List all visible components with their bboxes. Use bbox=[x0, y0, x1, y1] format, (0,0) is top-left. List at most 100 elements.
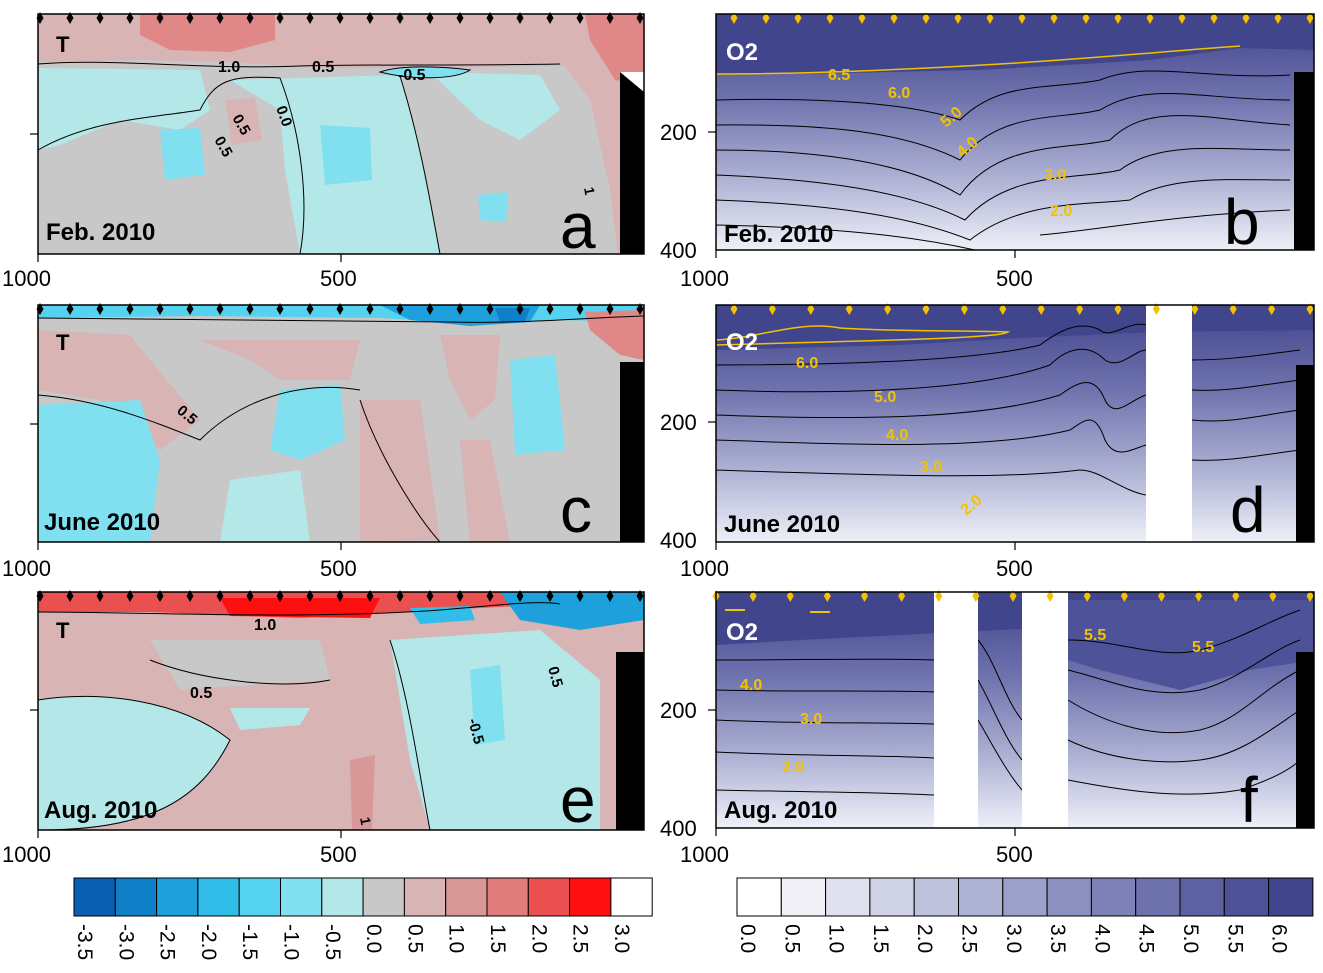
oxygen-colorbar-label: 6.0 bbox=[1268, 924, 1291, 953]
panel-b-seafloor bbox=[1294, 72, 1314, 250]
panel-a-station-marker bbox=[486, 12, 494, 24]
panel-b-contour-3 bbox=[715, 115, 1291, 196]
panel-a-station-marker bbox=[366, 12, 374, 24]
panel-f: 5.5 5.5 4.0 3.0 2.0 O2 Aug. 2010 f bbox=[712, 590, 1315, 836]
oxygen-colorbar-swatch bbox=[1002, 877, 1048, 917]
panel-c-xlabel-1000: 1000 bbox=[2, 556, 51, 581]
panel-d-contour-label-1: 6.0 bbox=[796, 355, 818, 372]
panel-a-cool-left bbox=[38, 68, 210, 150]
panel-c-warm-left bbox=[38, 330, 200, 450]
panel-e-contour-1 bbox=[37, 602, 561, 616]
panel-a-contour-3 bbox=[399, 75, 441, 255]
panel-f-right-deep-blue bbox=[1068, 600, 1314, 690]
oxygen-colorbar-label: 0.0 bbox=[736, 924, 759, 953]
oxygen-colorbar-label: 2.0 bbox=[913, 924, 936, 953]
panel-d-contour-label-2: 5.0 bbox=[874, 389, 896, 406]
temperature-colorbar-label: 0.0 bbox=[362, 924, 385, 953]
temperature-colorbar-label: 1.0 bbox=[445, 924, 468, 953]
oxygen-colorbar-swatch bbox=[1223, 877, 1270, 917]
panel-e-contour-label-2: 0.5 bbox=[190, 685, 212, 702]
panel-f-data-gap-2 bbox=[1022, 592, 1068, 828]
panel-d-station-marker bbox=[999, 303, 1007, 315]
panel-c-warm-corner bbox=[585, 310, 644, 360]
panel-a-letter: a bbox=[560, 190, 596, 262]
temperature-colorbar-swatch bbox=[197, 877, 240, 917]
panel-d-station-marker bbox=[807, 303, 815, 315]
panel-f-contour-label-1: 5.5 bbox=[1084, 627, 1106, 644]
panel-b-station-marker bbox=[1178, 12, 1186, 24]
panel-c-variable: T bbox=[56, 330, 70, 355]
panel-f-station-marker bbox=[1269, 590, 1277, 602]
panel-e-station-marker bbox=[516, 590, 524, 602]
panel-b-station-marker bbox=[1146, 12, 1154, 24]
panel-b-station-marker bbox=[922, 12, 930, 24]
panel-a-contour-4 bbox=[378, 66, 472, 79]
panel-f-station-marker bbox=[786, 590, 794, 602]
panel-d-ylabel-400: 400 bbox=[660, 528, 697, 553]
panel-b-contour-65 bbox=[715, 45, 1241, 75]
panel-f-contours-left bbox=[715, 658, 935, 796]
panel-f-contour-label-3: 4.0 bbox=[740, 677, 762, 694]
panel-d-station-marker bbox=[1229, 303, 1237, 315]
panel-b-station-marker bbox=[1210, 12, 1218, 24]
panel-e-station-marker bbox=[546, 590, 554, 602]
panel-f-station-marker bbox=[1158, 590, 1165, 602]
oxygen-colorbar-label: 5.5 bbox=[1223, 924, 1246, 953]
panel-a-station-marker bbox=[96, 12, 104, 24]
panel-c-cool-bottom bbox=[220, 470, 310, 542]
panel-b-station-marker bbox=[1242, 12, 1250, 24]
panel-e-contour-4 bbox=[149, 659, 331, 685]
panel-f-xlabel-1000: 1000 bbox=[680, 842, 729, 867]
panel-c-seafloor bbox=[620, 362, 644, 542]
panel-d-variable: O2 bbox=[726, 329, 758, 356]
panel-c-station-marker bbox=[606, 303, 614, 315]
oxygen-colorbar-swatch bbox=[736, 877, 782, 917]
panel-a-station-marker bbox=[636, 12, 644, 24]
temperature-colorbar-swatch bbox=[114, 877, 158, 917]
panel-d-letter: d bbox=[1230, 474, 1266, 546]
panel-a-contour-label-3: -0.5 bbox=[398, 67, 426, 84]
panel-b-contour-label-6: 2.0 bbox=[1050, 203, 1072, 220]
panel-d-contour-label-3: 4.0 bbox=[886, 427, 908, 444]
panel-e-station-marker bbox=[636, 590, 644, 602]
oxygen-colorbar-swatch bbox=[780, 877, 827, 917]
panel-d-station-marker bbox=[1191, 303, 1199, 315]
panel-b-contour-1 bbox=[715, 70, 1291, 121]
panel-d-station-marker bbox=[1114, 303, 1122, 315]
panel-e-cool-left bbox=[38, 696, 230, 830]
panel-a-station-marker bbox=[216, 12, 224, 24]
panel-f-contours-right bbox=[1067, 609, 1301, 795]
panel-e-station-marker bbox=[216, 590, 224, 602]
panel-d-station-marker bbox=[1268, 303, 1276, 315]
panel-d-contour-right bbox=[1191, 349, 1301, 461]
panel-a-station-marker bbox=[306, 12, 314, 24]
panel-a-cold-patch-1 bbox=[160, 128, 205, 180]
panel-b-station-marker bbox=[730, 12, 738, 24]
panel-b-contour-6 bbox=[715, 209, 1291, 251]
panel-e-station-marker bbox=[396, 590, 404, 602]
oxygen-colorbar-swatch bbox=[1268, 877, 1314, 917]
panel-c-station-marker bbox=[426, 303, 434, 315]
panel-c-warm-band bbox=[200, 340, 360, 380]
panel-c-station-marker bbox=[636, 303, 644, 315]
panel-f-station-marker bbox=[1046, 590, 1054, 602]
oxygen-colorbar-label: 5.0 bbox=[1179, 924, 1202, 953]
panel-b-ylabel-200: 200 bbox=[660, 120, 697, 145]
panel-a-seafloor bbox=[620, 72, 644, 254]
panel-a-station-marker bbox=[456, 12, 464, 24]
panel-f-contour-label-5: 2.0 bbox=[782, 759, 804, 776]
panel-a-station-marker bbox=[336, 12, 344, 24]
oxygen-colorbar-swatch bbox=[1179, 877, 1225, 917]
panel-c-station-marker bbox=[246, 303, 254, 315]
panel-a-station-marker bbox=[186, 12, 194, 24]
panel-a-contour-label-4: 0.0 bbox=[272, 104, 295, 129]
panel-f-station-markers bbox=[712, 590, 1314, 602]
panel-e-station-marker bbox=[366, 590, 374, 602]
panel-d-contour-label-4: 3.0 bbox=[920, 459, 942, 476]
temperature-colorbar-swatch bbox=[73, 877, 116, 917]
panel-f-station-marker bbox=[1195, 590, 1203, 602]
panel-a-contour-1 bbox=[37, 61, 561, 68]
panel-a-station-marker bbox=[576, 12, 584, 24]
panel-c-contour-3 bbox=[359, 399, 441, 543]
panel-a-cold-patch-2 bbox=[320, 125, 372, 185]
